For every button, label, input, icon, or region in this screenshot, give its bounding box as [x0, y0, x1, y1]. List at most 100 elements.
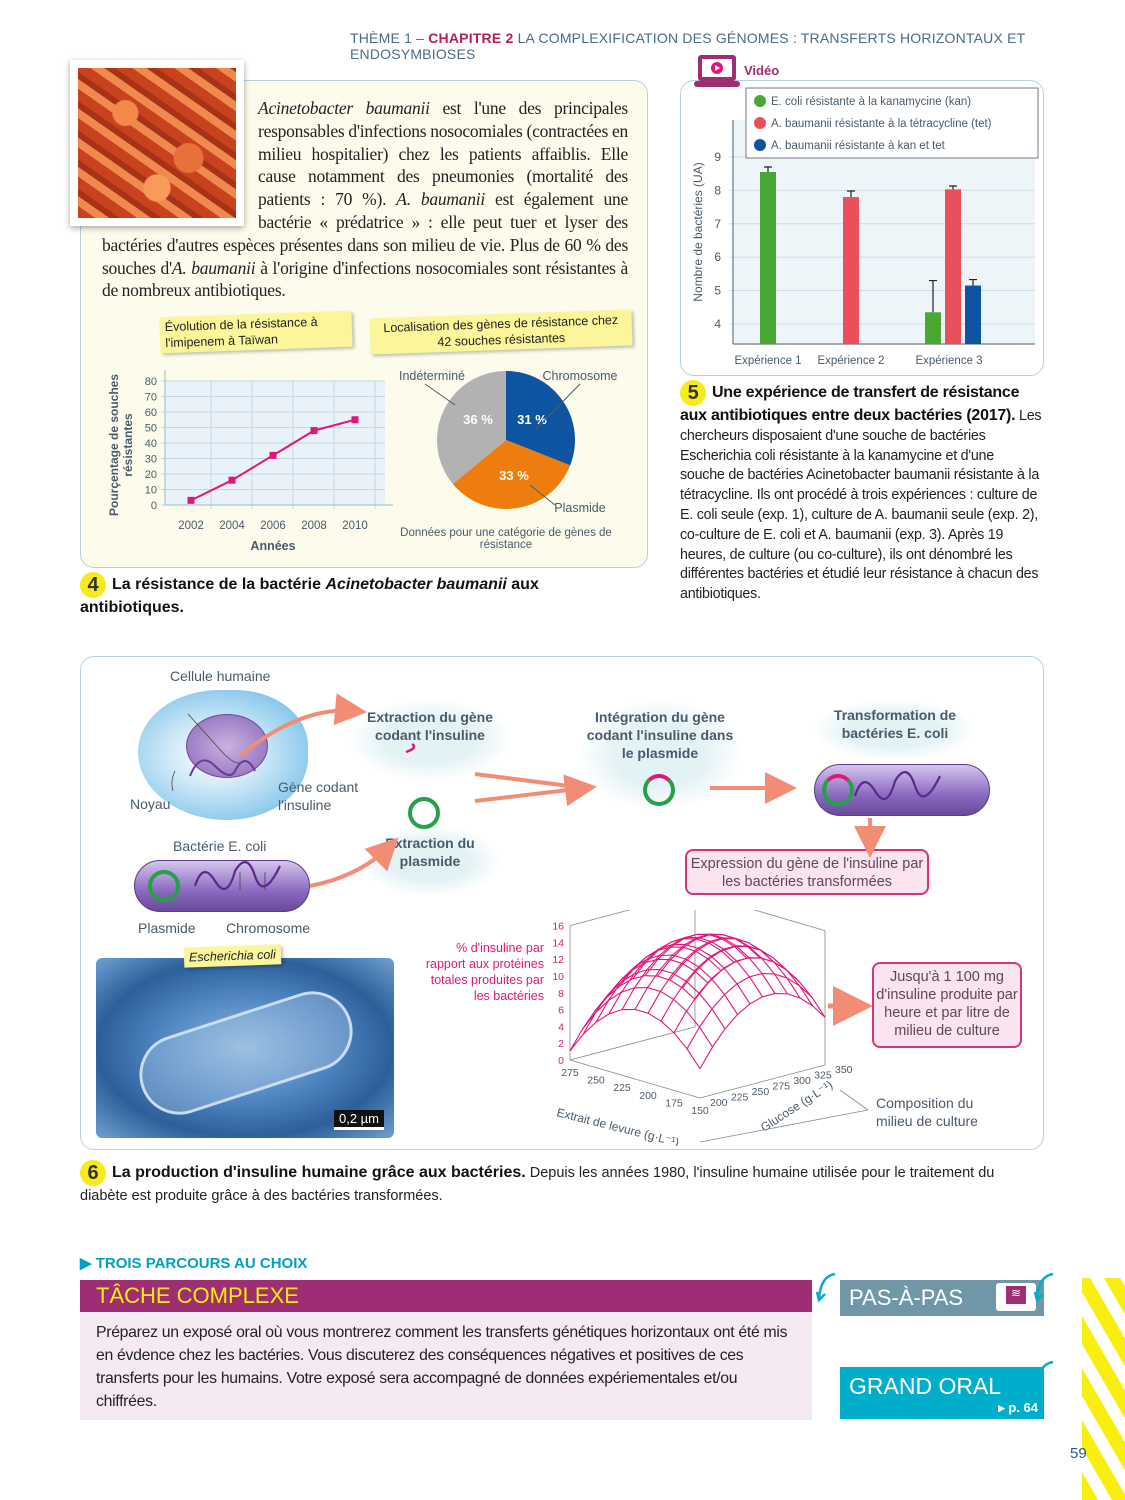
surface-zlabel: % d'insuline par rapport aux protéines t… — [425, 941, 544, 1003]
label-nucleus: Noyau — [130, 796, 171, 812]
pas-a-pas-button[interactable]: PAS-À-PAS ≋ — [840, 1280, 1044, 1316]
pie-slice — [506, 371, 575, 466]
doc4-caption: 4 La résistance de la bactérie Acinetobac… — [80, 572, 539, 616]
bar — [945, 189, 961, 344]
z-tick-label: 0 — [558, 1055, 564, 1067]
z-tick-label: 6 — [558, 1005, 564, 1017]
step-transformation: Transformation de bactéries E. coli — [815, 700, 975, 760]
diagram-arrows — [171, 693, 941, 1026]
x-tick-label: 150 — [691, 1105, 709, 1117]
bar-chart: 4 5 6 7 8 9 Expérience 1 Expérience 2 Expérience… — [691, 87, 1039, 367]
y-axis-label: Nombre de bactéries (UA) — [691, 162, 705, 301]
y-tick-label: 8 — [714, 183, 721, 197]
z-tick-label: 12 — [552, 954, 564, 966]
y-tick-label: 10 — [145, 485, 157, 497]
y-tick-label: 60 — [145, 407, 157, 419]
data-point — [228, 476, 236, 484]
yellow-stripes-decoration — [1082, 1278, 1125, 1500]
slice-category-label: Indéterminé — [399, 369, 465, 383]
legend — [745, 87, 1039, 159]
task-complex-header[interactable]: TÂCHE COMPLEXE — [80, 1280, 812, 1312]
surface-mesh-line — [669, 938, 801, 999]
legend-entry: A. baumanii résistante à la tétracycline… — [771, 118, 992, 130]
y-tick-label: 40 — [145, 438, 157, 450]
video-icon[interactable] — [694, 55, 740, 89]
label-insulin-gene: Gène codant l'insuline — [278, 779, 359, 813]
y-tick-label: 350 — [835, 1064, 853, 1076]
y-tick-label: 30 — [145, 454, 157, 466]
y-tick-label: 325 — [814, 1070, 832, 1082]
photo-float-spacer — [102, 97, 258, 233]
x-axis-label: Années — [250, 539, 295, 553]
legend-entry: A. baumanii résistante à kan et tet — [771, 140, 946, 152]
y-tick-label: 4 — [714, 317, 721, 331]
line-chart-title: Évolution de la résistance à l'imipenem … — [159, 310, 353, 354]
doc4-text-top: Acinetobacter baumanii est l'une des pri… — [102, 97, 629, 301]
error-bar — [949, 185, 957, 190]
box-edge — [569, 910, 631, 926]
legend-entry: E. coli résistante à la kanamycine (kan) — [771, 96, 971, 108]
composition-leader — [699, 1089, 869, 1143]
pie-slice — [452, 440, 571, 509]
grand-oral-button[interactable]: GRAND ORAL ▸ p. 64 — [840, 1367, 1044, 1419]
slice-category-label: Plasmide — [554, 501, 605, 515]
x-tick-label: Expérience 3 — [915, 355, 982, 367]
box-edge — [569, 1026, 696, 1061]
z-tick-label: 14 — [552, 937, 564, 949]
surface-mesh-line — [657, 934, 788, 995]
slice-percent-label: 33 % — [499, 468, 529, 483]
legend-swatch — [754, 139, 766, 151]
scale-bar: 0,2 µm — [333, 1110, 384, 1130]
x-tick-label: 2002 — [178, 520, 204, 532]
page-number: 59 — [1070, 1445, 1087, 1462]
z-tick-label: 10 — [552, 971, 564, 983]
step-extract-gene: Extraction du gène codant l'insuline — [350, 700, 510, 780]
surface-mesh-line — [686, 973, 813, 1050]
x-tick-label: Expérience 2 — [817, 355, 884, 367]
y-tick-label: 225 — [731, 1092, 749, 1104]
x-tick-label: 175 — [665, 1097, 683, 1109]
bar — [925, 312, 941, 344]
y-tick-label: 275 — [773, 1081, 791, 1093]
error-bar — [847, 190, 855, 198]
box-edge — [753, 910, 826, 931]
doc4-charts: 0 10 20 30 40 50 60 70 80 2002 2004 2006 2008 2010 Ann… — [107, 369, 618, 553]
surface-mesh-line — [694, 957, 826, 1018]
surface-mesh-line — [632, 936, 763, 998]
doc6-caption: 6 La production d'insuline humaine grâce … — [80, 1160, 995, 1204]
x-tick-label: 2006 — [260, 520, 286, 532]
curved-arrow-icons — [815, 1272, 1054, 1391]
z-tick-label: 8 — [558, 988, 564, 1000]
x-tick-label: 225 — [613, 1082, 631, 1094]
step-expression: Expression du gène de l'insuline par les… — [685, 849, 929, 895]
legend-swatch — [754, 117, 766, 129]
data-point — [351, 416, 359, 424]
z-tick-label: 4 — [558, 1021, 564, 1033]
bacteria-photo — [70, 60, 244, 226]
label-plasmid: Plasmide — [138, 920, 196, 936]
y-tick-label: 200 — [710, 1097, 728, 1109]
ecoli-micrograph: 0,2 µm — [96, 958, 394, 1138]
x-axis-label: Extrait de levure (g·L⁻¹) — [555, 1105, 680, 1146]
x-tick-label: 2008 — [301, 520, 327, 532]
composition-label: Composition du milieu de culture — [876, 1095, 978, 1129]
surface-mesh-line — [569, 975, 696, 1052]
label-ecoli: Bactérie E. coli — [173, 838, 267, 854]
doc5-caption: 5 Une expérience de transfert de résistan… — [680, 380, 1042, 603]
transformed-plasmid — [822, 774, 854, 806]
video-link[interactable]: Vidéo — [744, 63, 780, 78]
task-complex-text: Préparez un exposé oral où vous montrere… — [80, 1312, 812, 1420]
slice-percent-label: 31 % — [517, 412, 547, 427]
parcours-label: ▶ TROIS PARCOURS AU CHOIX — [80, 1255, 308, 1272]
error-bar — [969, 278, 977, 286]
data-point — [187, 496, 195, 504]
y-tick-label: 250 — [752, 1086, 770, 1098]
x-tick-label: 200 — [639, 1090, 657, 1102]
y-tick-label: 300 — [793, 1075, 811, 1087]
y-tick-label: 9 — [714, 150, 721, 164]
x-tick-label: 2004 — [219, 520, 245, 532]
grand-oral-page-ref[interactable]: ▸ p. 64 — [998, 1400, 1038, 1415]
x-tick-label: 2010 — [342, 520, 368, 532]
y-axis-label: Pourçentage de souchesrésistantes — [107, 374, 135, 516]
leader-line — [424, 383, 456, 406]
